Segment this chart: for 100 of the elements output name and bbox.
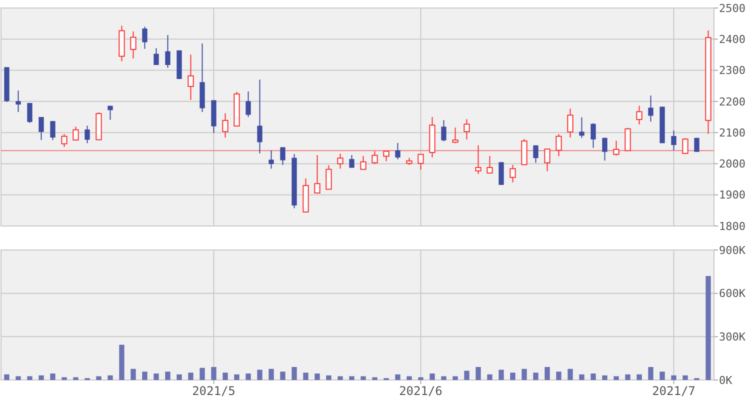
bar [395, 374, 400, 380]
bar [326, 375, 332, 380]
bar [510, 372, 516, 380]
bar [544, 367, 550, 380]
bar [452, 376, 458, 380]
y-tick-label: 600K [719, 287, 746, 300]
y-tick-label: 1900 [719, 188, 746, 202]
candlestick [613, 140, 620, 156]
candlestick [360, 155, 366, 170]
candlestick [395, 142, 400, 160]
candlestick [452, 127, 458, 144]
bar [280, 372, 286, 380]
candlestick [418, 154, 424, 170]
bar [188, 372, 194, 380]
bar [96, 376, 102, 380]
bar [257, 370, 262, 380]
bar [303, 372, 308, 380]
x-tick-label: 2021/6 [399, 384, 442, 398]
bar [119, 344, 124, 380]
bar [27, 376, 32, 380]
bar [338, 376, 343, 380]
candlestick [16, 90, 21, 113]
bar [648, 367, 654, 380]
bar [73, 377, 78, 380]
bar [568, 368, 573, 380]
bar [522, 368, 527, 380]
candlestick [383, 150, 390, 162]
candlestick [521, 138, 528, 166]
candlestick [372, 150, 378, 165]
bar [682, 375, 688, 380]
candlestick [268, 150, 274, 170]
bar [590, 374, 596, 380]
bar [108, 375, 113, 380]
bar [142, 372, 148, 380]
bar [16, 376, 21, 380]
bar [176, 374, 182, 380]
bar [222, 372, 228, 380]
bar [349, 376, 354, 380]
bar [234, 374, 240, 380]
bar [636, 374, 642, 380]
candlestick [475, 144, 482, 174]
bar [211, 367, 216, 380]
bar [268, 368, 274, 380]
bar [62, 377, 67, 380]
bar [706, 276, 711, 380]
y-tick-label: 2500 [719, 2, 746, 15]
bar [154, 374, 159, 380]
candlestick [84, 125, 90, 144]
bar [464, 370, 470, 380]
bar [430, 374, 435, 380]
candlestick [314, 154, 320, 194]
candlestick [142, 26, 148, 50]
candlestick [671, 130, 676, 151]
candlestick [188, 54, 194, 100]
candlestick [579, 116, 584, 138]
bar [556, 372, 562, 380]
bar [476, 367, 481, 380]
candlestick [544, 148, 550, 172]
bar [660, 372, 665, 380]
candlestick [130, 30, 136, 59]
candlestick [590, 122, 596, 148]
bar [292, 367, 297, 380]
candlestick [246, 90, 251, 118]
bar [200, 368, 205, 380]
y-tick-label: 1800 [719, 220, 746, 233]
bar [418, 377, 424, 380]
bar [38, 375, 44, 380]
y-tick-label: 300K [719, 330, 746, 344]
x-tick-label: 2021/7 [652, 384, 696, 398]
bar [498, 370, 504, 380]
candlestick [464, 118, 470, 140]
y-tick-label: 0K [719, 374, 733, 387]
candlestick [567, 108, 574, 138]
candlestick [510, 164, 516, 183]
bar [671, 375, 676, 380]
y-tick-label: 2200 [719, 95, 746, 108]
x-tick-label: 2021/5 [192, 384, 236, 398]
bar [372, 377, 378, 380]
candlestick [636, 105, 642, 125]
y-tick-label: 2000 [719, 158, 746, 171]
bar [406, 376, 412, 380]
candlestick [694, 137, 700, 152]
bar [360, 376, 366, 380]
bar [614, 376, 619, 380]
bar [487, 374, 492, 380]
candlestick [337, 153, 344, 170]
candlestick [50, 120, 56, 141]
bar [602, 375, 608, 380]
candlestick [280, 146, 286, 166]
candlestick [624, 127, 631, 152]
bar [50, 374, 56, 380]
candlestick [257, 79, 262, 154]
candlestick [498, 162, 504, 186]
bar [533, 372, 538, 380]
candlestick [38, 116, 44, 141]
candlestick [165, 34, 170, 68]
candlestick [648, 95, 654, 122]
bar [441, 376, 446, 380]
candlestick [61, 134, 68, 148]
y-tick-label: 2300 [719, 64, 746, 78]
